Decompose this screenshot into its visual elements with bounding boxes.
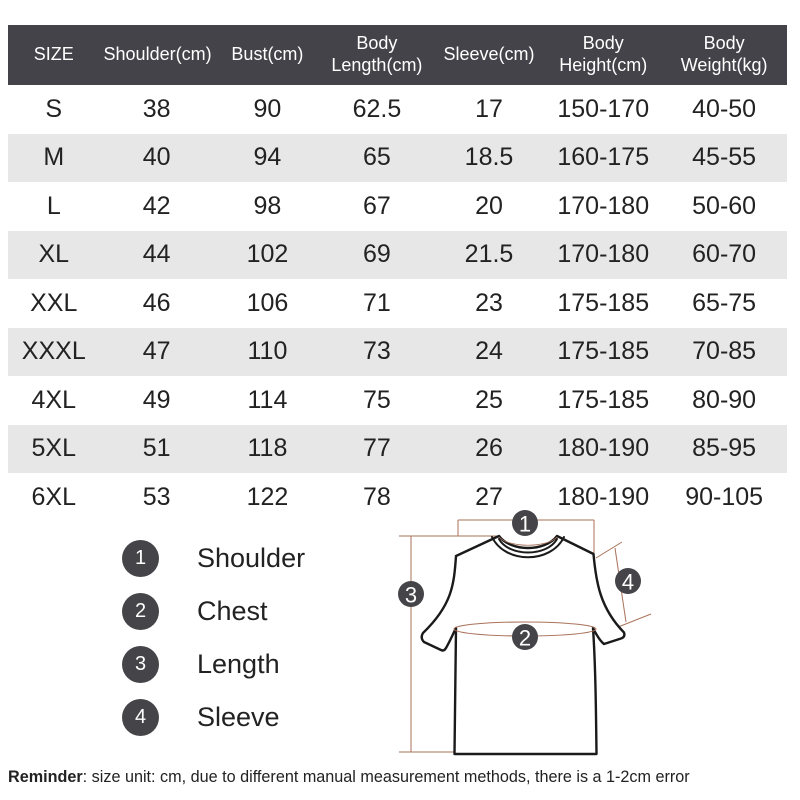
svg-text:2: 2 bbox=[519, 626, 531, 651]
svg-text:1: 1 bbox=[519, 512, 531, 537]
svg-text:4: 4 bbox=[622, 570, 634, 595]
svg-text:3: 3 bbox=[405, 583, 417, 608]
